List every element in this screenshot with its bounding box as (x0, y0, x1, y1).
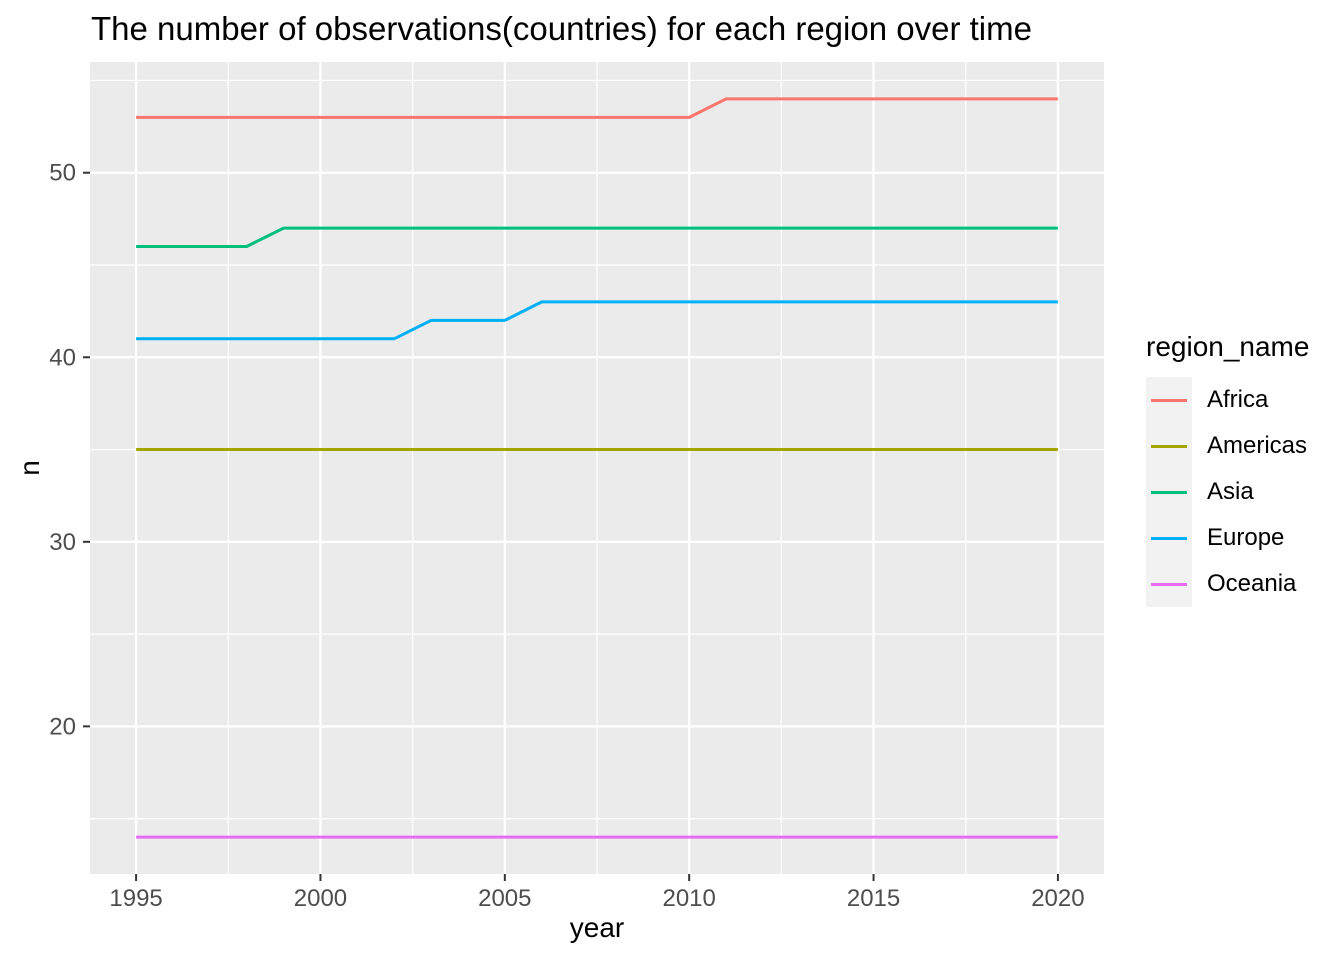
legend-label: Americas (1207, 432, 1308, 459)
legend-label: Africa (1207, 386, 1269, 413)
legend-title: region_name (1146, 331, 1310, 362)
x-tick-label: 2020 (1031, 885, 1084, 912)
legend-key-line-europe (1151, 536, 1187, 540)
legend-key-oceania (1146, 561, 1192, 607)
y-tick-label: 30 (49, 529, 76, 556)
legend-label: Europe (1207, 524, 1285, 551)
legend-key-line-americas (1151, 444, 1187, 448)
legend-key-asia (1146, 469, 1192, 515)
legend-label: Oceania (1207, 570, 1297, 597)
y-axis-title: n (14, 460, 45, 476)
legend-label: Asia (1207, 478, 1254, 505)
legend-item-europe: Europe (1146, 515, 1309, 561)
legend-key-line-asia (1151, 490, 1187, 494)
x-tick-label: 2000 (294, 885, 347, 912)
x-tick-label: 2005 (478, 885, 531, 912)
y-tick-label: 50 (49, 160, 76, 187)
legend-key-europe (1146, 515, 1192, 561)
x-tick-label: 2015 (847, 885, 900, 912)
y-tick-label: 40 (49, 344, 76, 371)
legend-items: Africa Americas Asia Europe Oceania (1146, 377, 1309, 607)
legend-item-americas: Americas (1146, 423, 1309, 469)
legend-item-oceania: Oceania (1146, 561, 1309, 607)
legend: region_name Africa Americas Asia Europe Ocea… (1146, 331, 1309, 607)
series-line-europe (136, 300, 1058, 341)
legend-key-line-africa (1151, 398, 1187, 402)
series-line-africa (136, 97, 1058, 119)
y-tick-label: 20 (49, 713, 76, 740)
legend-item-africa: Africa (1146, 377, 1309, 423)
legend-key-americas (1146, 423, 1192, 469)
legend-key-line-oceania (1151, 582, 1187, 586)
series-line-asia (136, 226, 1058, 248)
x-tick-label: 2010 (662, 885, 715, 912)
chart-title: The number of observations(countries) fo… (91, 10, 1032, 47)
legend-item-asia: Asia (1146, 469, 1309, 515)
x-axis-title: year (569, 912, 625, 943)
x-tick-label: 1995 (109, 885, 162, 912)
legend-key-africa (1146, 377, 1192, 423)
